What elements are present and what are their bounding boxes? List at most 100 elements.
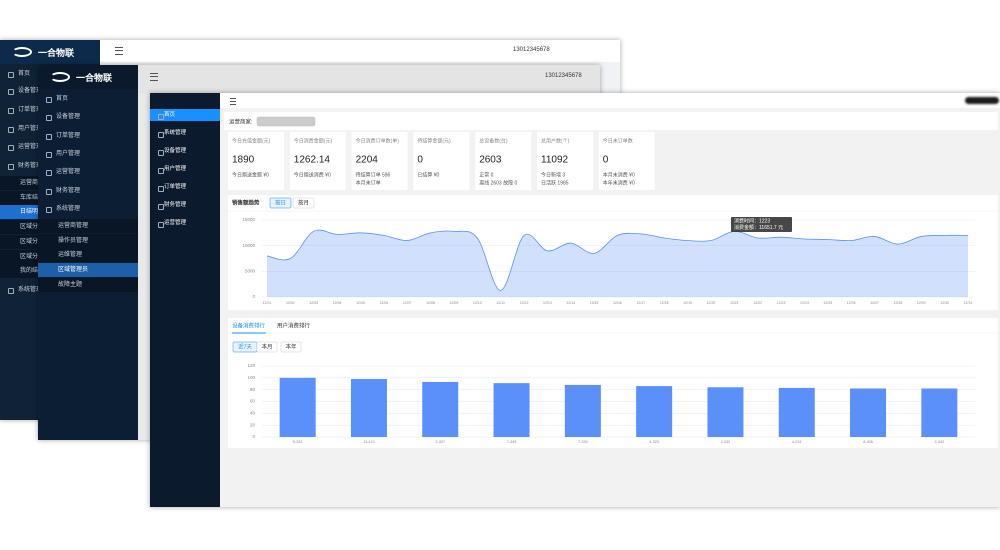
x-tick-label: 6-332 [293, 440, 303, 444]
menu-item[interactable]: 运营管理 [38, 165, 138, 179]
stat-detail: 本月未消费 ¥0 [603, 171, 635, 178]
menu-item[interactable]: 首页 [38, 92, 138, 106]
sidebar [150, 93, 220, 507]
stat-card [351, 132, 408, 190]
x-tick-label: 12/13 [543, 301, 552, 305]
x-tick-label: 12/15 [590, 301, 599, 305]
x-tick-label: 12/04 [333, 301, 342, 305]
dashboard: 运营商家: 今日充值金额(元) 1890 今日赠送金额 ¥0 今日消费金额(元) 1262… [224, 112, 998, 448]
stat-value: 2204 [356, 155, 379, 166]
y-tick-label: 15000 [242, 217, 255, 222]
y-tick-label: 0 [252, 434, 255, 439]
menu-item[interactable]: 用户管理 [38, 147, 138, 161]
stat-detail: 本月未订单 [356, 179, 381, 186]
user-phone[interactable]: 13012345678 [513, 47, 550, 53]
x-tick-label: 12/14 [566, 301, 575, 305]
submenu-item[interactable]: 运营商管理 [38, 219, 138, 233]
filter-button-label[interactable]: 本年 [285, 342, 297, 350]
filter-button-label[interactable]: 近7天 [238, 342, 253, 350]
stat-detail: 待结算订单 596 [356, 171, 391, 178]
y-tick-label: 80 [250, 387, 256, 392]
merchant-select[interactable] [256, 116, 316, 127]
filter-button-label[interactable]: 按日 [275, 198, 286, 206]
x-tick-label: 12/08 [426, 301, 435, 305]
menu-item[interactable]: 用户管理 [0, 122, 100, 136]
filter-button-label[interactable]: 本月 [261, 342, 272, 350]
filter-button[interactable] [256, 341, 278, 353]
menu-item[interactable]: 设备管理 [38, 110, 138, 124]
x-tick-label: 12/06 [379, 301, 388, 305]
menu-toggle[interactable] [150, 73, 158, 81]
filter-button[interactable] [292, 197, 315, 209]
bar [279, 377, 316, 437]
menu-item[interactable]: 设备管理 [150, 145, 220, 157]
menu-item[interactable]: 财务管理 [38, 184, 138, 198]
bar [636, 386, 673, 437]
menu-toggle[interactable] [230, 98, 236, 105]
stat-card [289, 132, 346, 190]
logo-text: 一合物联 [38, 47, 75, 58]
user-phone[interactable]: 13012345678 [545, 73, 582, 79]
stat-detail: 已结算 ¥0 [417, 171, 439, 178]
stat-card [537, 132, 593, 190]
menu-item[interactable]: 首页 [0, 67, 100, 81]
menu-item[interactable]: 财务管理 [0, 159, 100, 173]
bar [564, 384, 601, 437]
x-tick-label: 2-342 [934, 440, 944, 444]
stat-card [598, 132, 655, 190]
tooltip-text: 消费时间：1223 [734, 217, 770, 224]
stat-value: 1262.14 [294, 155, 331, 166]
tooltip [731, 217, 792, 232]
bar [850, 388, 887, 437]
bar [350, 379, 387, 437]
x-tick-label: 7-345 [507, 440, 517, 444]
bar [921, 388, 958, 437]
filter-button[interactable] [280, 341, 302, 353]
y-tick-label: 120 [247, 363, 255, 368]
submenu-item[interactable]: 故障主题 [38, 277, 138, 292]
x-tick-label: 12/02 [286, 301, 295, 305]
filter-label: 运营商家: [229, 117, 253, 125]
stat-title: 待结算金额(元) [417, 137, 451, 144]
y-tick-label: 20 [250, 422, 256, 427]
x-tick-label: 12/19 [683, 301, 692, 305]
x-tick-label: 12/26 [847, 301, 856, 305]
menu-item[interactable]: 用户管理 [150, 163, 220, 175]
menu-item[interactable]: 订单管理 [150, 181, 220, 193]
filter-button-label[interactable]: 按月 [298, 198, 309, 206]
menu-item[interactable]: 系统管理 [0, 283, 100, 297]
stat-detail: 离线 2603 故障 0 [479, 179, 517, 186]
x-tick-label: 12/12 [520, 301, 529, 305]
menu-item[interactable]: 财务管理 [150, 199, 220, 211]
menu-toggle[interactable] [115, 47, 123, 55]
x-tick-label: 8-406 [863, 440, 873, 444]
x-tick-label: 12/23 [777, 301, 786, 305]
menu-item[interactable]: 系统管理 [38, 202, 138, 216]
x-tick-label: 12/03 [309, 301, 318, 305]
stat-card [475, 132, 532, 190]
submenu-item[interactable]: 运维管理 [38, 248, 138, 263]
topbar [100, 40, 620, 62]
menu-item[interactable]: 运营管理 [150, 217, 220, 229]
tab[interactable]: 设备消费排行 [232, 321, 266, 329]
logo: 一合物联 [0, 40, 100, 64]
y-tick-label: 10000 [242, 243, 255, 248]
user-avatar[interactable] [965, 97, 999, 104]
stat-value: 1890 [232, 155, 255, 166]
stat-detail: 正常 0 [479, 171, 493, 178]
chart-title: 销售额趋势 [232, 198, 260, 206]
x-tick-label: 12/09 [450, 301, 459, 305]
bar [422, 381, 459, 437]
menu-item[interactable]: 首页 [150, 109, 220, 121]
submenu-item[interactable]: 操作员管理 [38, 233, 138, 248]
menu-item[interactable]: 系统管理 [150, 127, 220, 139]
x-tick-label: 4-231 [792, 440, 802, 444]
menu-item[interactable]: 订单管理 [0, 103, 100, 117]
menu-item[interactable]: 运营管理 [0, 140, 100, 154]
submenu-item[interactable]: 区域管理员 [38, 263, 138, 278]
filter-button[interactable] [269, 197, 292, 209]
menu-item[interactable]: 订单管理 [38, 129, 138, 143]
tab[interactable]: 用户消费排行 [277, 321, 311, 329]
menu-item[interactable]: 设备管理 [0, 84, 100, 98]
